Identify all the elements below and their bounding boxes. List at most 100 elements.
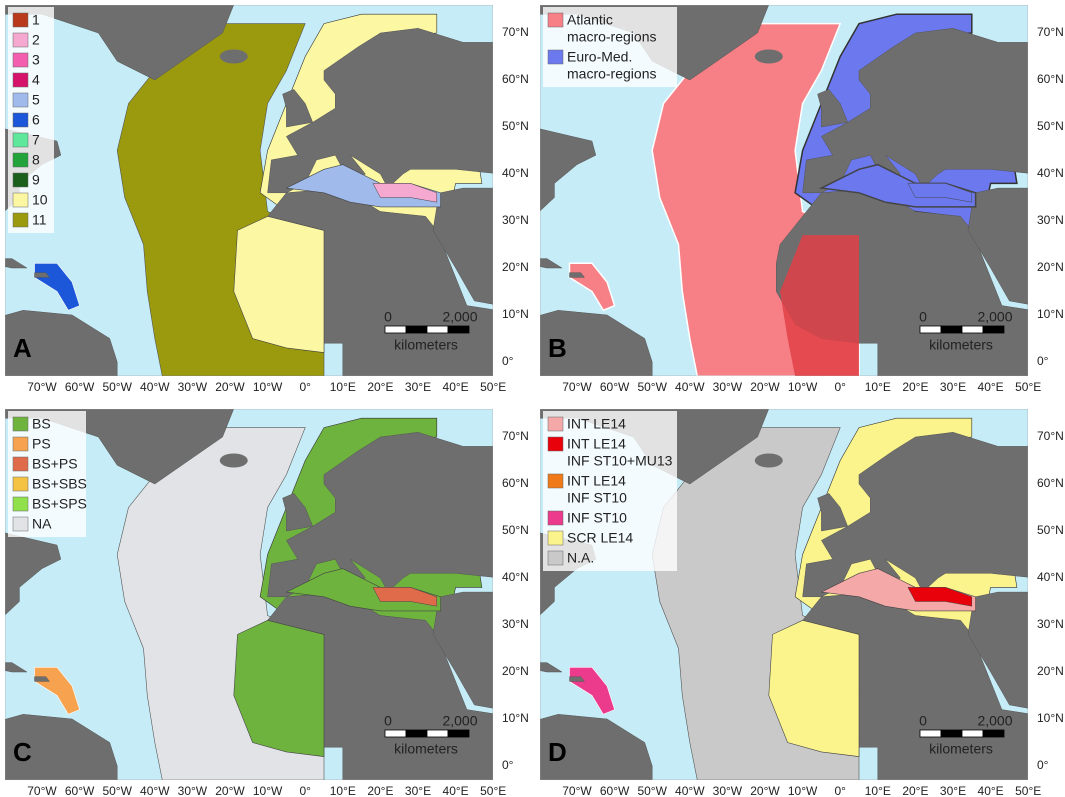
lon-label: 10°W bbox=[253, 784, 283, 797]
legend-swatch bbox=[12, 72, 29, 88]
legend-label: Atlantic bbox=[567, 12, 613, 28]
scale-segment bbox=[940, 325, 963, 334]
scale-bar: 0 2,000 kilometers bbox=[919, 713, 1013, 757]
lat-label: 30°N bbox=[1037, 213, 1064, 227]
scale-segment bbox=[982, 729, 1005, 738]
legend-label: INT LE14 bbox=[567, 416, 626, 432]
lat-label: 60°N bbox=[502, 72, 529, 86]
legend-swatch bbox=[547, 436, 564, 452]
scale-segment bbox=[447, 729, 470, 738]
land bbox=[540, 662, 563, 673]
land bbox=[5, 310, 118, 376]
lon-label: 30°E bbox=[940, 784, 966, 797]
legend-swatch bbox=[547, 416, 564, 432]
map-area bbox=[5, 409, 493, 780]
legend-label: BS bbox=[32, 416, 51, 432]
legend-box bbox=[8, 411, 86, 537]
legend-label: INT LE14 bbox=[567, 473, 626, 489]
lon-label: 40°E bbox=[978, 784, 1004, 797]
lon-label: 0° bbox=[834, 380, 846, 394]
lon-label: 50°W bbox=[637, 380, 667, 394]
land bbox=[5, 714, 118, 780]
land bbox=[967, 187, 1028, 305]
lon-label: 10°W bbox=[253, 380, 283, 394]
scale-segment bbox=[919, 729, 942, 738]
scale-segment bbox=[919, 325, 942, 334]
scale-start: 0 bbox=[919, 713, 927, 729]
scale-segment bbox=[405, 729, 428, 738]
lon-label: 40°E bbox=[443, 784, 469, 797]
lon-label: 50°W bbox=[102, 380, 132, 394]
lon-label: 50°W bbox=[102, 784, 132, 797]
land bbox=[5, 258, 28, 269]
legend-swatch bbox=[12, 496, 29, 512]
legend-label: INT LE14 bbox=[567, 436, 626, 452]
lon-label: 70°W bbox=[27, 784, 57, 797]
legend-label: 2 bbox=[32, 32, 40, 48]
africa-region bbox=[768, 619, 860, 757]
lon-label: 60°W bbox=[600, 380, 630, 394]
land bbox=[540, 310, 653, 376]
legend-label: NA bbox=[32, 516, 52, 532]
legend-label: BS+SBS bbox=[32, 476, 87, 492]
legend-swatch bbox=[12, 92, 29, 108]
lat-label: 40°N bbox=[1037, 570, 1064, 584]
scale-end: 2,000 bbox=[977, 713, 1012, 729]
lon-label: 50°W bbox=[637, 784, 667, 797]
scale-segment bbox=[384, 729, 407, 738]
lon-label: 60°W bbox=[65, 380, 95, 394]
lon-label: 30°E bbox=[940, 380, 966, 394]
lon-label: 30°W bbox=[713, 380, 743, 394]
lat-label: 50°N bbox=[1037, 523, 1064, 537]
scale-unit: kilometers bbox=[394, 741, 458, 757]
lon-label: 60°W bbox=[600, 784, 630, 797]
lat-label: 20°N bbox=[1037, 260, 1064, 274]
lon-label: 70°W bbox=[562, 380, 592, 394]
lon-label: 50°E bbox=[480, 784, 506, 797]
legend: 1 2 3 4 5 6 7 8 9 10 11 bbox=[8, 7, 54, 233]
lon-label: 40°W bbox=[675, 380, 705, 394]
legend-swatch bbox=[12, 132, 29, 148]
legend-label: macro-regions bbox=[567, 29, 656, 45]
lat-label: 30°N bbox=[502, 617, 529, 631]
legend-swatch bbox=[547, 510, 564, 526]
legend-label: 9 bbox=[32, 172, 40, 188]
scale-bar: 0 2,000 kilometers bbox=[919, 309, 1013, 353]
lat-label: 40°N bbox=[502, 570, 529, 584]
lat-label: 0° bbox=[1037, 758, 1049, 772]
scale-unit: kilometers bbox=[929, 741, 993, 757]
lat-label: 30°N bbox=[502, 213, 529, 227]
legend-swatch bbox=[12, 416, 29, 432]
lat-label: 60°N bbox=[1037, 72, 1064, 86]
land bbox=[219, 49, 248, 64]
lon-label: 50°E bbox=[1015, 784, 1041, 797]
lon-label: 20°E bbox=[902, 380, 928, 394]
lon-label: 0° bbox=[834, 784, 846, 797]
land bbox=[540, 258, 563, 269]
land bbox=[432, 187, 493, 305]
lat-label: 70°N bbox=[1037, 429, 1064, 443]
scale-segment bbox=[426, 325, 449, 334]
legend-swatch bbox=[547, 473, 564, 489]
map-panel: 70°W 60°W 50°W 40°W 30°W 20°W 10°W 0° 10°E 20°E 30… bbox=[540, 409, 1064, 797]
land bbox=[569, 272, 586, 278]
legend-label: 5 bbox=[32, 92, 40, 108]
lat-label: 40°N bbox=[502, 166, 529, 180]
legend-box bbox=[543, 7, 677, 87]
lon-label: 20°E bbox=[367, 380, 393, 394]
scale-bar: 0 2,000 kilometers bbox=[384, 309, 478, 353]
land bbox=[5, 662, 28, 673]
africa-region bbox=[233, 215, 325, 353]
lat-label: 20°N bbox=[1037, 664, 1064, 678]
land bbox=[754, 49, 783, 64]
legend-label: BS+SPS bbox=[32, 496, 87, 512]
scale-start: 0 bbox=[919, 309, 927, 325]
scale-start: 0 bbox=[384, 309, 392, 325]
lon-label: 0° bbox=[299, 380, 311, 394]
legend-label: 10 bbox=[32, 192, 48, 208]
med-subregion bbox=[372, 183, 438, 203]
legend: Atlanticmacro-regionsEuro-Med.macro-regi… bbox=[543, 7, 677, 87]
lat-label: 50°N bbox=[502, 523, 529, 537]
